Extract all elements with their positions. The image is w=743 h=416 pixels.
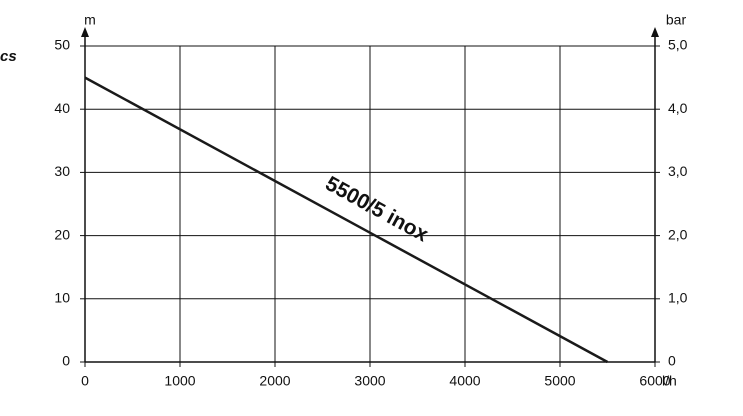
x-tick-label: 2000: [259, 373, 290, 389]
axis-arrow: [81, 27, 89, 37]
x-tick-label: 0: [81, 373, 89, 389]
curve: [84, 76, 609, 364]
y2-axis-label: bar: [666, 12, 687, 28]
x-tick-label: 5000: [544, 373, 575, 389]
y-tick-label: 10: [54, 290, 70, 306]
y2-tick-label: 5,0: [668, 37, 688, 53]
y2-tick-label: 4,0: [668, 100, 688, 116]
x-axis-label: l/h: [662, 373, 677, 389]
y2-tick-label: 1,0: [668, 290, 688, 306]
y-tick-label: 0: [62, 353, 70, 369]
y-tick-label: 30: [54, 163, 70, 179]
y2-tick-label: 3,0: [668, 163, 688, 179]
y-tick-label: 40: [54, 100, 70, 116]
y-tick-label: 50: [54, 37, 70, 53]
y2-tick-label: 2,0: [668, 226, 688, 242]
y-axis-label: m: [84, 12, 96, 28]
y-tick-label: 20: [54, 226, 70, 242]
axis-arrow: [651, 27, 659, 37]
chart-title: cs: [0, 48, 17, 65]
x-tick-label: 6000: [639, 373, 670, 389]
x-tick-label: 4000: [449, 373, 480, 389]
y2-tick-label: 0: [668, 353, 676, 369]
x-tick-label: 3000: [354, 373, 385, 389]
x-tick-label: 1000: [164, 373, 195, 389]
